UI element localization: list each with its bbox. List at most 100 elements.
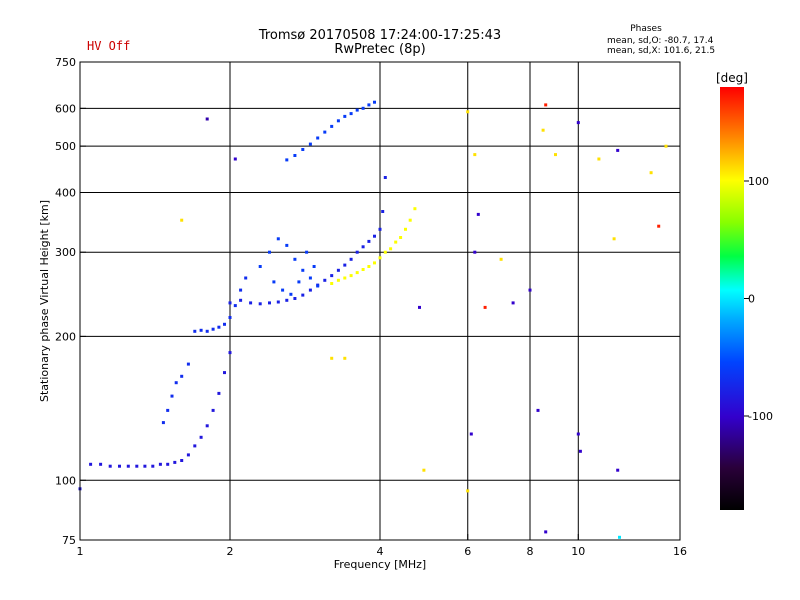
- echo-point-s6-27: [657, 224, 661, 228]
- echo-point-s2-5: [276, 300, 280, 304]
- echo-point-s6-3: [330, 356, 334, 360]
- echo-point-s4-3: [349, 274, 353, 278]
- echo-points: [78, 100, 668, 539]
- echo-point-s5-1: [293, 154, 297, 157]
- echo-point-s6-23: [597, 157, 601, 161]
- echo-point-s0-14: [193, 444, 197, 448]
- echo-point-s0-9: [158, 462, 162, 466]
- x-axis-ticks: 1 2 4 6 8 10 16: [77, 534, 687, 558]
- x-tick-label: 4: [377, 545, 384, 558]
- colorbar-tick-label: 0: [748, 293, 755, 306]
- echo-point-s3-13: [312, 265, 316, 268]
- echo-point-s6-14: [511, 301, 515, 305]
- echo-point-s0-16: [205, 424, 209, 428]
- echo-point-s1-2: [170, 394, 174, 398]
- x-tick-label: 10: [571, 545, 585, 558]
- echo-point-s3-1: [268, 250, 271, 254]
- echo-point-s0-7: [143, 464, 147, 468]
- echo-point-s5-9: [349, 112, 353, 116]
- chart-title: Tromsø 20170508 17:24:00-17:25:43: [258, 28, 501, 43]
- svg-text:Frequency [MHz]: Frequency [MHz]: [334, 558, 426, 571]
- echo-point-s1-9: [211, 327, 215, 331]
- svg-text:Stationary phase Virtual Heigh: Stationary phase Virtual Height [km]: [38, 200, 51, 402]
- phases-mean-x: mean, sd,X: 101.6, 21.5: [607, 46, 715, 56]
- phases-mean-o: mean, sd,O: -80.7, 17.4: [607, 36, 714, 46]
- echo-point-s1-7: [199, 328, 203, 332]
- echo-point-s3-7: [316, 284, 320, 288]
- echo-point-s6-32: [618, 535, 621, 539]
- echo-point-s5-11: [361, 106, 365, 110]
- echo-point-s1-4: [180, 374, 184, 378]
- echo-point-s0-18: [217, 391, 221, 395]
- y-tick-label: 75: [62, 534, 76, 547]
- colorbar-ticks: 100 0 -100: [744, 175, 773, 423]
- echo-point-s6-0: [205, 117, 209, 121]
- phase-colorbar: [deg] 100 0 -100: [716, 71, 773, 510]
- echo-point-s2-14: [343, 263, 347, 267]
- echo-point-s0-10: [166, 462, 170, 466]
- echo-point-s2-2: [249, 301, 253, 305]
- echo-point-s0-4: [118, 464, 121, 468]
- echo-point-s5-12: [367, 103, 371, 107]
- echo-point-s5-4: [316, 136, 320, 140]
- x-axis-label: Frequency [MHz]: [334, 558, 426, 571]
- echo-point-s6-4: [343, 356, 347, 360]
- echo-point-s6-17: [541, 128, 545, 132]
- echo-point-s5-2: [301, 148, 305, 151]
- echo-point-s1-11: [223, 322, 226, 326]
- echo-point-s2-3: [258, 302, 262, 306]
- echo-point-s1-8: [205, 329, 209, 333]
- echo-point-s2-0: [228, 301, 232, 305]
- echo-point-s0-2: [99, 462, 103, 466]
- echo-point-s1-0: [161, 421, 165, 425]
- echo-point-s2-8: [301, 293, 305, 297]
- echo-point-s4-7: [373, 261, 376, 265]
- echo-point-s6-7: [466, 489, 470, 493]
- echo-point-s2-17: [361, 245, 365, 249]
- echo-point-s6-28: [649, 171, 653, 175]
- echo-point-s1-13: [233, 304, 237, 308]
- echo-point-s4-6: [367, 265, 371, 268]
- echo-point-s2-11: [323, 278, 327, 282]
- echo-point-s4-11: [394, 240, 398, 244]
- x-tick-label: 2: [227, 545, 234, 558]
- y-tick-label: 750: [55, 56, 76, 69]
- echo-point-s4-0: [330, 282, 334, 285]
- echo-point-s3-10: [297, 280, 301, 284]
- echo-point-s4-15: [413, 207, 417, 211]
- echo-point-s5-13: [373, 100, 376, 104]
- echo-point-s3-6: [308, 276, 312, 280]
- echo-point-s0-6: [135, 464, 139, 468]
- echo-point-s6-21: [576, 432, 580, 436]
- y-tick-label: 600: [55, 102, 76, 115]
- echo-point-s6-15: [528, 288, 532, 292]
- echo-point-s2-20: [378, 227, 382, 231]
- echo-point-s4-9: [383, 250, 387, 254]
- echo-point-s4-2: [343, 276, 347, 280]
- echo-point-s5-10: [355, 108, 359, 112]
- echo-point-s6-30: [469, 432, 473, 436]
- echo-point-s6-6: [422, 468, 426, 472]
- echo-point-s3-2: [276, 237, 280, 241]
- echo-point-s1-14: [239, 288, 243, 292]
- echo-point-s6-22: [578, 449, 582, 453]
- echo-point-s5-8: [343, 114, 347, 118]
- echo-point-s0-15: [199, 435, 203, 439]
- x-tick-label: 1: [77, 545, 84, 558]
- echo-point-s6-25: [616, 148, 620, 152]
- echo-point-s0-13: [186, 453, 190, 457]
- phases-title: Phases: [630, 24, 662, 34]
- echo-point-s3-12: [272, 280, 276, 284]
- echo-point-s1-15: [244, 276, 248, 280]
- echo-point-s2-18: [367, 239, 371, 243]
- echo-point-s0-8: [151, 464, 155, 468]
- x-tick-label: 16: [673, 545, 687, 558]
- echo-point-s3-3: [285, 243, 289, 247]
- echo-point-s2-1: [239, 298, 243, 302]
- echo-point-s4-14: [408, 218, 412, 222]
- echo-point-s6-18: [544, 103, 548, 107]
- echo-point-s4-5: [361, 268, 365, 271]
- colorbar-tick-label: 100: [748, 175, 769, 188]
- echo-point-s0-5: [126, 464, 130, 468]
